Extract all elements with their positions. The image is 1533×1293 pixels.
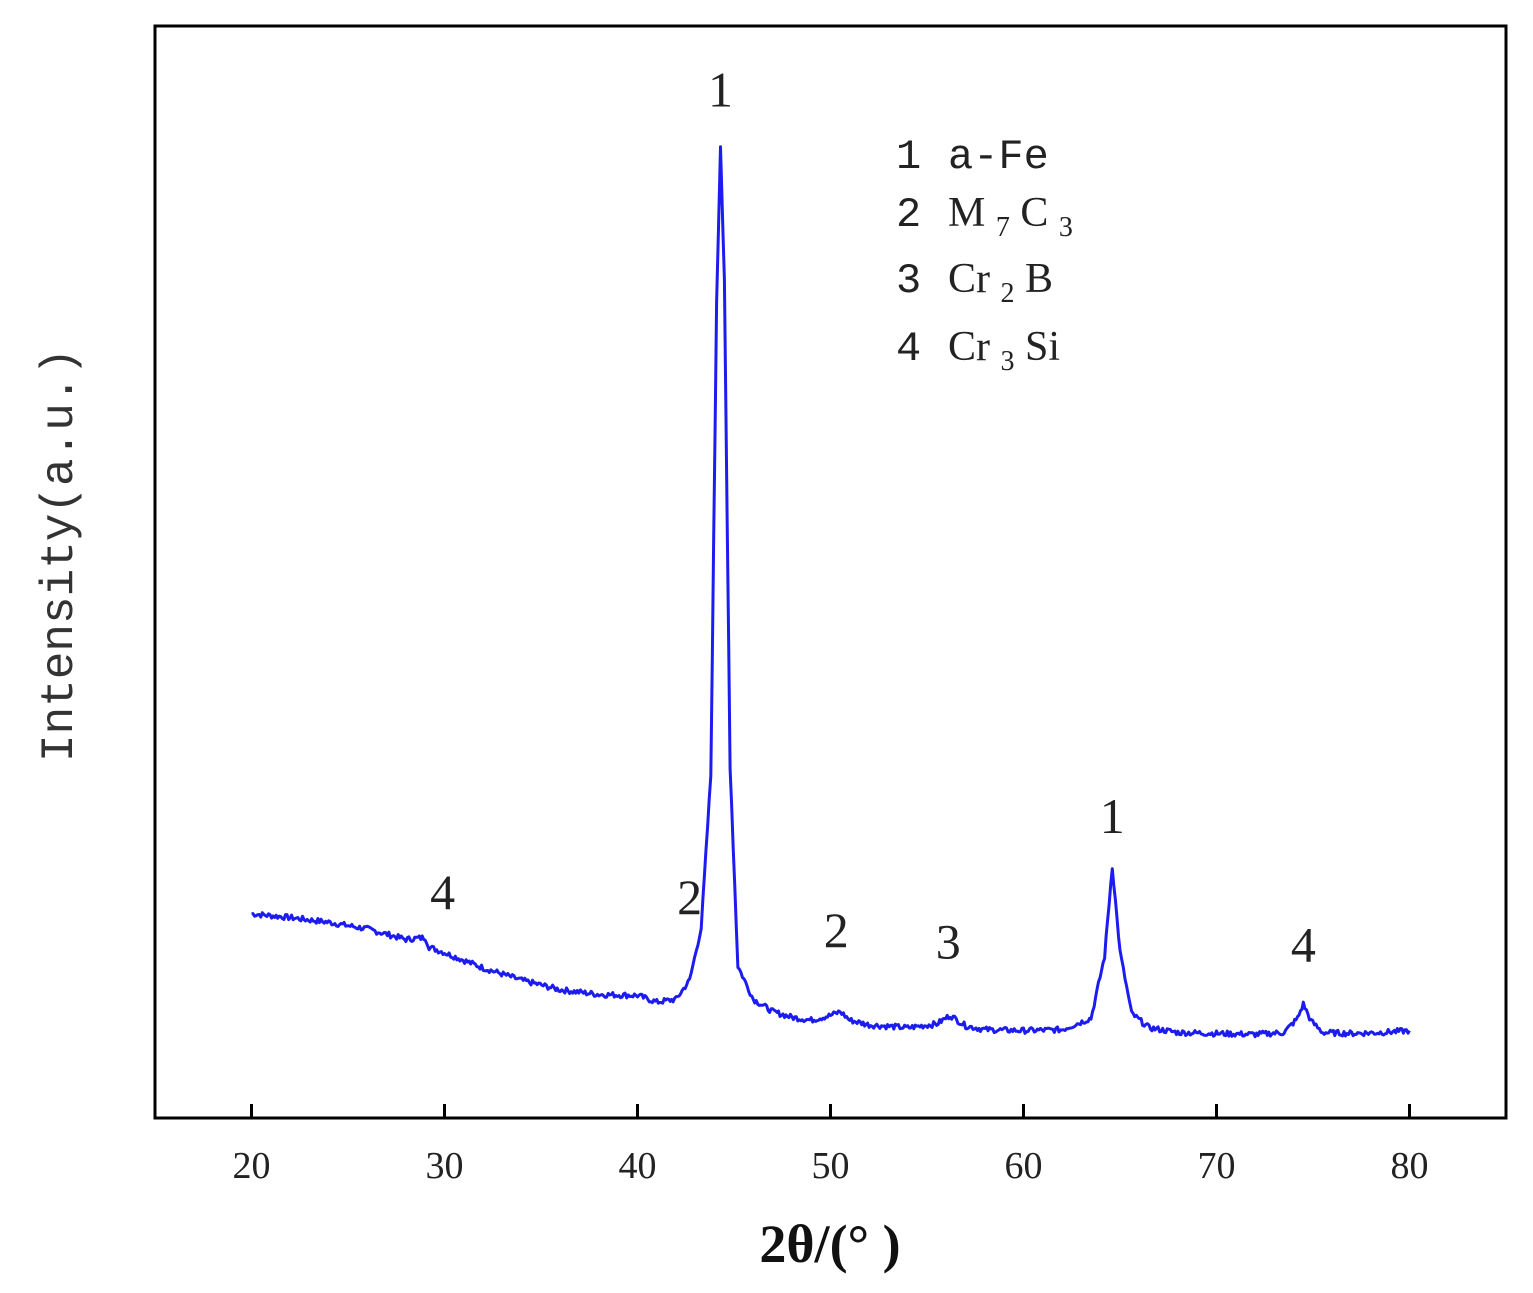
legend-entry-2-name-main: M bbox=[948, 190, 985, 236]
x-tick-label-80: 80 bbox=[1391, 1145, 1429, 1187]
x-tick-label-20: 20 bbox=[233, 1145, 271, 1187]
legend-entry-1-name: a-Fe bbox=[948, 133, 1049, 181]
x-axis-ticks bbox=[250, 1104, 1411, 1118]
legend-entry-2-sub2: 3 bbox=[1059, 212, 1073, 243]
legend-entry-4-name-mid: Si bbox=[1025, 324, 1060, 370]
x-tick-label-40: 40 bbox=[619, 1145, 657, 1187]
x-axis-tick-labels: 20 30 40 50 60 70 80 bbox=[233, 1145, 1429, 1187]
peak-annotations: 4 2 1 2 3 1 4 bbox=[430, 61, 1316, 972]
peak-label-2: 1 bbox=[708, 61, 733, 117]
x-tick-label-30: 30 bbox=[426, 1145, 464, 1187]
legend-entry-4-num: 4 bbox=[896, 325, 921, 373]
peak-label-3: 2 bbox=[824, 902, 849, 958]
legend-entry-3-name-mid: B bbox=[1025, 256, 1053, 302]
legend-entry-3: 3 Cr 2 B bbox=[896, 256, 1053, 312]
legend-entry-2: 2 M 7 C 3 bbox=[896, 190, 1073, 246]
legend-entry-3-num: 3 bbox=[896, 257, 921, 305]
legend-entry-4: 4 Cr 3 Si bbox=[896, 324, 1060, 380]
peak-label-5: 1 bbox=[1100, 788, 1125, 844]
peak-label-0: 4 bbox=[430, 864, 455, 920]
legend-entry-1-num: 1 bbox=[896, 133, 921, 181]
x-tick-label-70: 70 bbox=[1198, 1145, 1236, 1187]
legend-entry-3-sub1: 2 bbox=[1001, 278, 1015, 309]
x-tick-label-50: 50 bbox=[812, 1145, 850, 1187]
legend: 1 a-Fe 2 M 7 C 3 3 Cr 2 B 4 Cr 3 Si bbox=[896, 133, 1073, 380]
legend-entry-2-name-mid: C bbox=[1020, 190, 1048, 236]
peak-label-6: 4 bbox=[1291, 916, 1316, 972]
peak-label-1: 2 bbox=[677, 869, 702, 925]
legend-entry-1: 1 a-Fe bbox=[896, 133, 1049, 181]
legend-entry-4-sub1: 3 bbox=[1001, 346, 1015, 377]
x-axis-title: 2θ/(° ) bbox=[759, 1214, 900, 1274]
legend-entry-2-num: 2 bbox=[896, 191, 921, 239]
legend-entry-2-sub1: 7 bbox=[996, 212, 1010, 243]
legend-entry-3-name-main: Cr bbox=[948, 256, 990, 302]
peak-label-4: 3 bbox=[936, 913, 961, 969]
y-axis-title: Intensity(a.u.) bbox=[34, 348, 86, 762]
legend-entry-4-name-main: Cr bbox=[948, 324, 990, 370]
series-line bbox=[251, 145, 1411, 1039]
x-tick-label-60: 60 bbox=[1005, 1145, 1043, 1187]
